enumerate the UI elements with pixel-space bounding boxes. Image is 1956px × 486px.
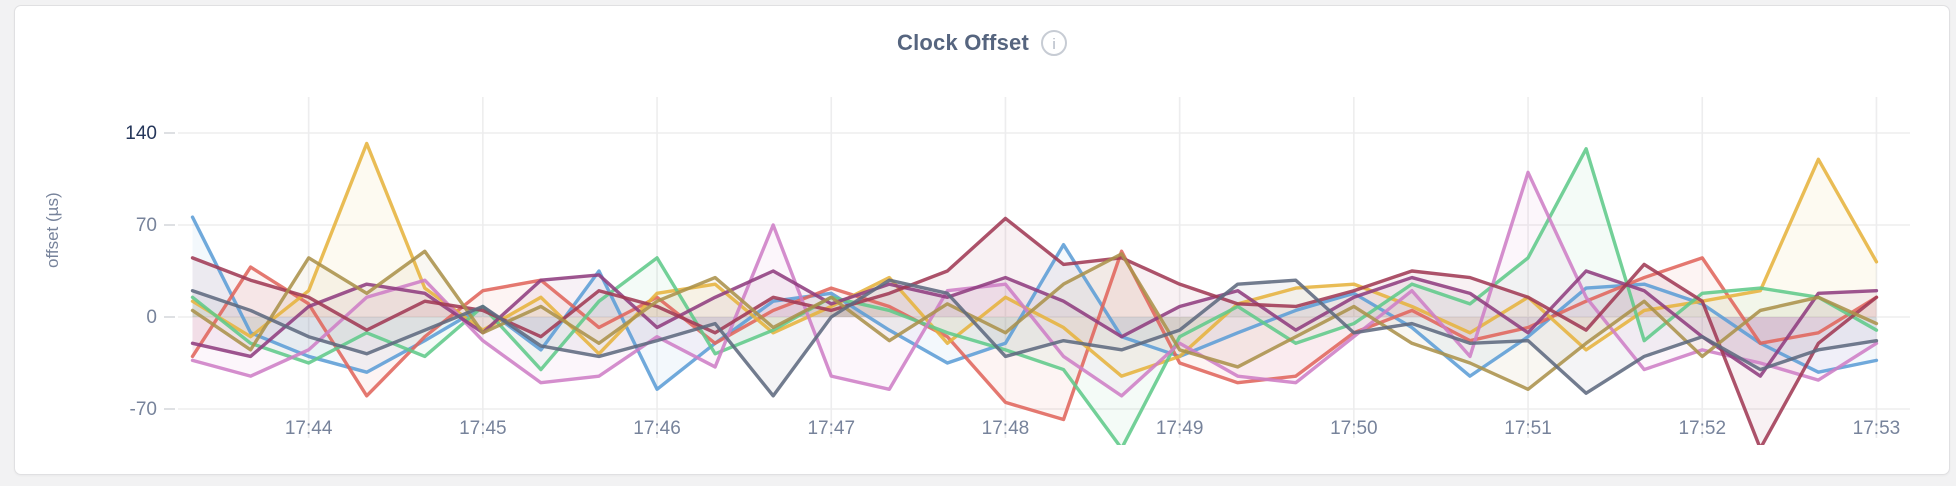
x-tick-label-1752: 17:52 [1678, 418, 1727, 439]
x-tick-label-1747: 17:47 [807, 418, 856, 439]
series-orchid [190, 170, 1879, 398]
y-tick-label-140: 140 [125, 123, 157, 144]
clock-offset-chart: offset (µs) 140 70 0 -70 17:44 17:45 17:46 17:… [15, 6, 1949, 474]
x-tick-label-1745: 17:45 [459, 418, 507, 439]
y-tick-label--70: -70 [129, 399, 157, 420]
info-icon[interactable]: i [1040, 30, 1067, 56]
x-tick-label-1749: 17:49 [1155, 418, 1204, 439]
series-slate [190, 278, 1879, 398]
chart-card: Clock Offset i offset (µs) 140 70 0 -70 17:… [14, 5, 1950, 475]
x-tick-label-1751: 17:51 [1504, 418, 1552, 439]
x-tick-label-1748: 17:48 [981, 418, 1030, 439]
chart-header: Clock Offset i [15, 30, 1949, 56]
x-tick-label-1750: 17:50 [1330, 418, 1378, 439]
chart-title: Clock Offset [897, 30, 1029, 55]
y-tick-label-70: 70 [135, 215, 157, 236]
x-tick-label-1753: 17:53 [1852, 418, 1901, 439]
x-tick-label-1744: 17:44 [284, 418, 333, 439]
series-olive [190, 249, 1879, 391]
y-tick-label-0: 0 [146, 307, 157, 328]
series-gold [190, 141, 1879, 378]
series-salmon [190, 249, 1879, 422]
x-tick-label-1746: 17:46 [633, 418, 681, 439]
y-axis-label: offset (µs) [43, 192, 62, 268]
plot-area[interactable] [15, 6, 1956, 476]
series-plum [190, 269, 1879, 378]
series-green [190, 147, 1879, 445]
